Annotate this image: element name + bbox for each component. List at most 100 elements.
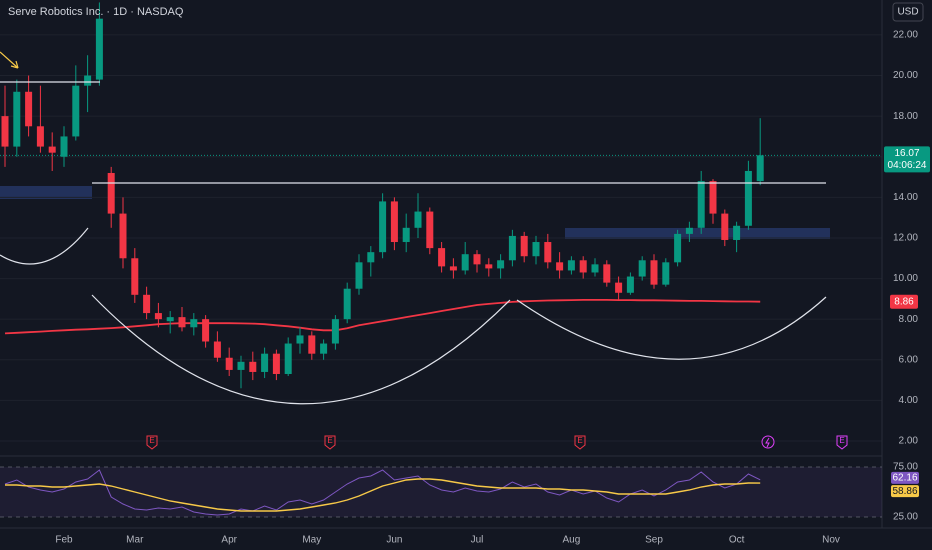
value-label: 58.86 — [892, 486, 917, 497]
moving-average — [4, 299, 761, 335]
x-tick-label: Oct — [729, 535, 745, 546]
price-label-box — [884, 146, 930, 173]
x-tick-label: Mar — [126, 535, 144, 546]
candle-body — [202, 319, 210, 342]
candle-body — [449, 266, 457, 271]
rsi-band — [0, 467, 882, 517]
candle-body — [25, 91, 33, 127]
candle-body — [225, 357, 233, 370]
value-label-box — [891, 471, 919, 484]
candle-body — [1, 116, 9, 147]
y-tick-label: 18.00 — [893, 111, 918, 122]
x-tick-label: Feb — [55, 535, 73, 546]
y-tick-label: 75.00 — [893, 462, 918, 473]
value-label-box — [891, 485, 919, 498]
rsi-line — [5, 478, 761, 512]
candle-body — [72, 85, 80, 137]
candle-body — [497, 260, 505, 269]
candle-body — [650, 260, 658, 285]
candle-body — [296, 335, 304, 344]
candle-body — [567, 260, 575, 271]
candle-body — [461, 254, 469, 271]
y-tick-label: 8.00 — [899, 314, 919, 325]
y-tick-label: 12.00 — [893, 233, 918, 244]
candle-body — [744, 170, 752, 226]
candle-body — [379, 201, 387, 253]
currency[interactable]: USD — [897, 7, 918, 18]
earnings-marker[interactable]: E — [146, 435, 158, 450]
candle-body — [390, 201, 398, 243]
candle-body — [520, 235, 528, 257]
candle-body — [154, 313, 162, 320]
candle-body — [237, 361, 245, 370]
candle-body — [721, 213, 729, 240]
arc-drawing — [0, 227, 89, 265]
y-tick-label: 20.00 — [893, 70, 918, 81]
candle-body — [438, 248, 446, 267]
candle-body — [756, 155, 764, 182]
y-tick-label: 4.00 — [899, 395, 919, 406]
zone — [565, 228, 830, 239]
ma-label-box — [890, 294, 918, 309]
earnings-marker[interactable]: E — [836, 435, 848, 450]
candle-body — [662, 262, 670, 285]
candle-body — [508, 235, 516, 261]
arc-drawing — [91, 294, 511, 405]
ma-label: 8.86 — [894, 296, 914, 307]
candle-body — [603, 264, 611, 283]
dividend-icon[interactable] — [761, 435, 775, 449]
candle-body — [272, 353, 280, 374]
candle-body — [733, 225, 741, 240]
candle-body — [84, 75, 92, 86]
candle-body — [591, 264, 599, 273]
candle-body — [60, 136, 68, 157]
y-tick-label: 22.00 — [893, 30, 918, 41]
y-tick-label: 25.00 — [893, 512, 918, 523]
x-tick-label: Nov — [822, 535, 840, 546]
y-tick-label: 10.00 — [893, 273, 918, 284]
candle-body — [473, 254, 481, 265]
candle-body — [544, 242, 552, 263]
x-tick-label: Sep — [645, 535, 663, 546]
earnings-marker[interactable]: E — [324, 435, 336, 450]
candle-body — [615, 282, 623, 293]
currency-box[interactable] — [892, 2, 924, 22]
value-label: 62.16 — [892, 472, 917, 483]
candle-body — [131, 258, 139, 295]
candle-body — [402, 227, 410, 243]
candle-body — [343, 288, 351, 320]
rsi-line — [4, 469, 761, 516]
candle-body — [308, 335, 316, 354]
earnings-marker[interactable]: E — [574, 435, 586, 450]
candle-body — [426, 211, 434, 249]
candle-body — [579, 260, 587, 273]
candle-body — [697, 181, 705, 228]
candle-body — [674, 233, 682, 263]
candle-body — [485, 264, 493, 269]
candle-body — [249, 361, 257, 372]
zone — [0, 186, 92, 199]
candle-body — [638, 260, 646, 277]
candle-body — [556, 262, 564, 271]
earnings-text: E — [149, 436, 154, 445]
x-tick-label: Apr — [221, 535, 237, 546]
price-label: 16.07 — [894, 148, 919, 159]
candle-body — [626, 276, 634, 293]
candle-body — [36, 126, 44, 147]
candle-body — [107, 172, 115, 214]
candle-body — [143, 294, 151, 314]
candle-body — [261, 353, 269, 372]
candle-body — [13, 91, 21, 147]
candle-body — [166, 317, 174, 322]
earnings-text: E — [839, 436, 844, 445]
candle-body — [532, 242, 540, 257]
candle-body — [414, 211, 422, 228]
earnings-text: E — [327, 436, 332, 445]
candle-body — [331, 319, 339, 344]
arrow-drawing — [0, 51, 19, 69]
x-tick-label: Aug — [563, 535, 581, 546]
candle-body — [48, 146, 56, 153]
earnings-text: E — [577, 436, 582, 445]
